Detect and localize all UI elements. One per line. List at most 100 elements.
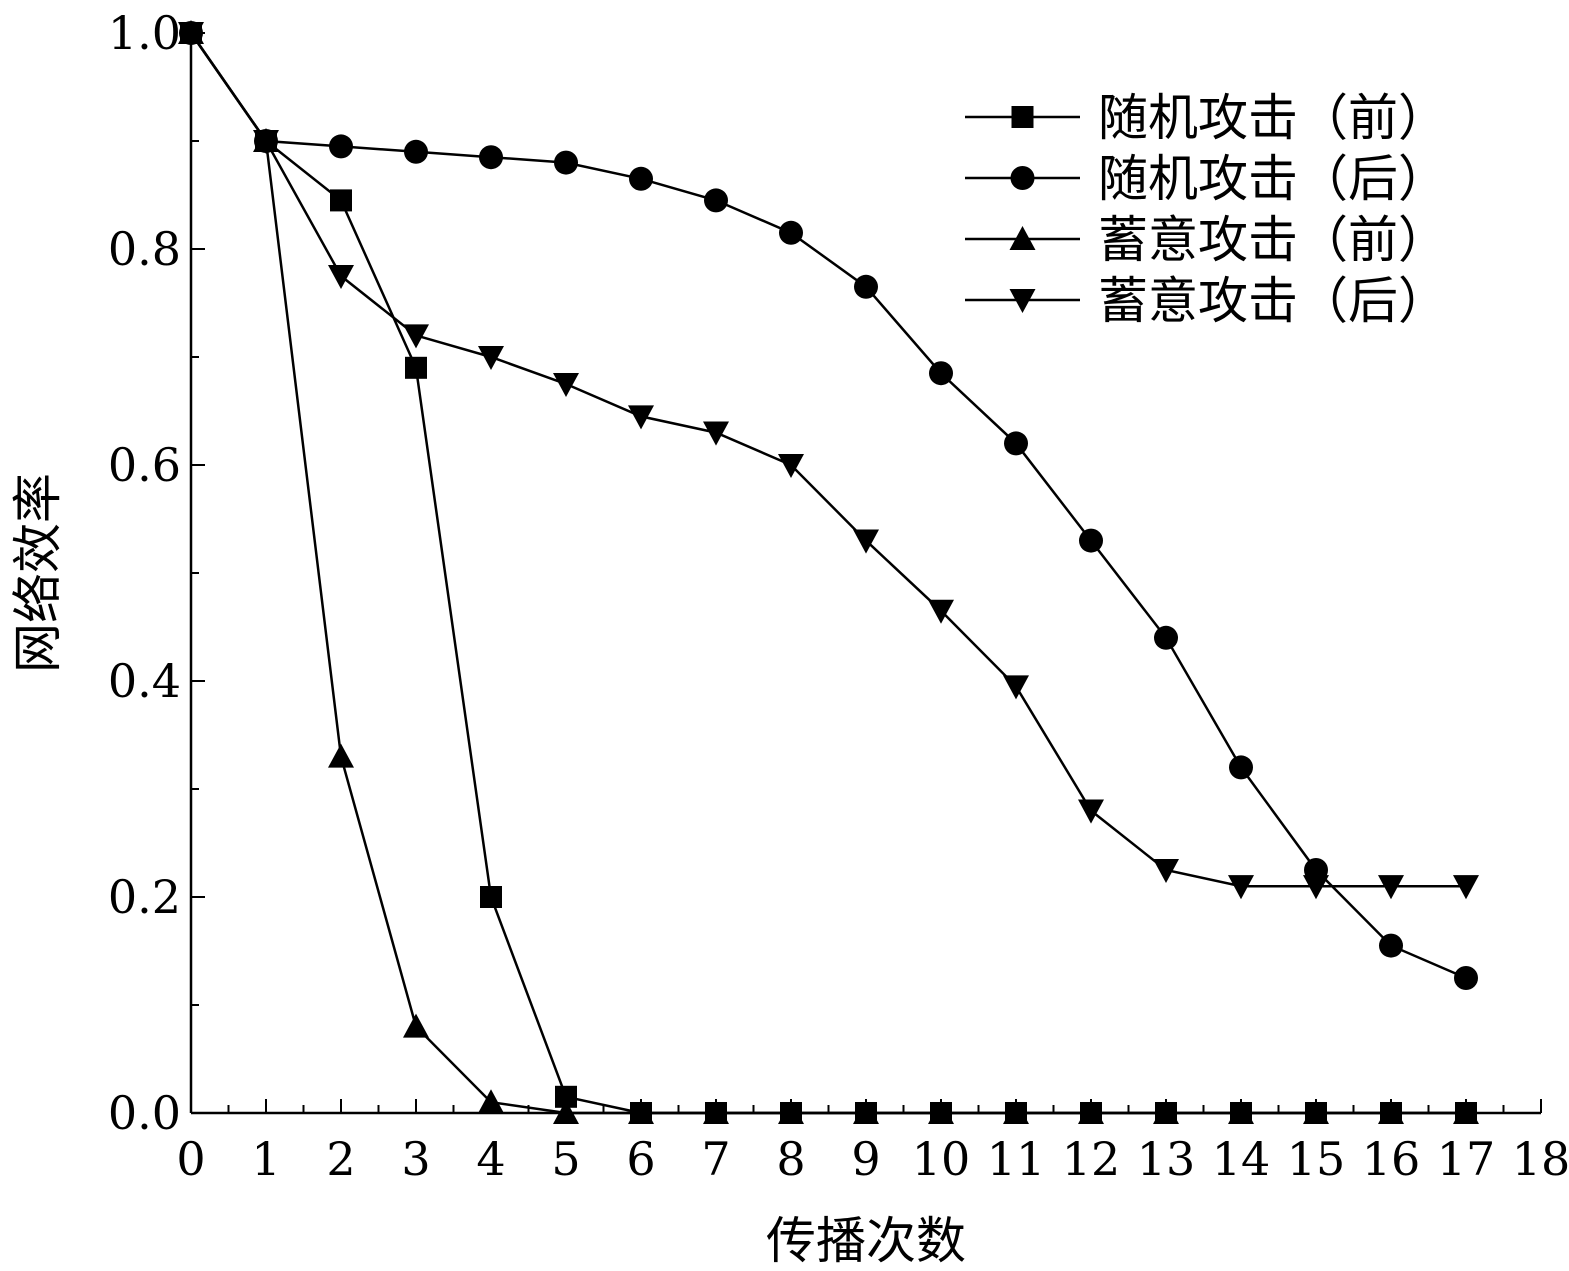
triangle-up-marker xyxy=(778,1100,804,1125)
x-axis-title: 传播次数 xyxy=(766,1212,966,1270)
triangle-down-marker xyxy=(1228,875,1254,900)
y-axis-title: 网络效率 xyxy=(9,473,67,673)
triangle-up-marker xyxy=(328,743,354,768)
y-tick-label: 0.2 xyxy=(108,870,181,924)
triangle-down-marker xyxy=(928,599,954,624)
triangle-down-marker xyxy=(628,405,654,430)
legend-item: 蓄意攻击（前） xyxy=(965,211,1448,269)
x-tick-label: 10 xyxy=(912,1132,971,1186)
circle-marker xyxy=(1454,966,1478,990)
triangle-up-marker xyxy=(1153,1100,1179,1125)
x-tick-label: 8 xyxy=(776,1132,805,1186)
triangle-down-marker xyxy=(1453,875,1479,900)
series-layer xyxy=(178,20,1479,1125)
series-line xyxy=(189,32,1467,980)
circle-marker xyxy=(1229,755,1253,780)
triangle-down-marker xyxy=(553,372,579,397)
circle-marker xyxy=(629,166,653,191)
square-marker xyxy=(405,356,427,379)
x-tick-label: 17 xyxy=(1437,1132,1496,1186)
triangle-down-marker xyxy=(253,129,279,154)
triangle-down-marker xyxy=(1009,288,1036,313)
circle-marker xyxy=(854,274,878,299)
square-marker xyxy=(330,189,352,212)
y-tick-label: 0.0 xyxy=(108,1086,181,1140)
circle-marker xyxy=(1079,528,1103,553)
triangle-up-marker xyxy=(1228,1100,1254,1125)
triangle-up-marker xyxy=(1303,1100,1329,1125)
plot-area: 0 1 2 3 4 5 6 7 8 9 10 11 12 13 14 15 16 17 180.00.20.40.6… xyxy=(108,6,1569,1186)
square-marker xyxy=(555,1085,577,1108)
x-tick-label: 12 xyxy=(1062,1132,1121,1186)
x-tick-label: 4 xyxy=(476,1132,505,1186)
triangle-up-marker xyxy=(853,1100,879,1125)
legend-label: 随机攻击（前） xyxy=(1098,89,1448,147)
series-triangle-down xyxy=(178,21,1479,900)
y-tick-label: 1.0 xyxy=(108,6,181,60)
triangle-down-marker xyxy=(403,324,429,349)
circle-marker xyxy=(404,139,428,164)
circle-marker xyxy=(1004,431,1028,456)
legend-label: 随机攻击（后） xyxy=(1098,150,1448,208)
series-line xyxy=(189,32,1466,1115)
triangle-down-marker xyxy=(1378,875,1404,900)
y-tick-label: 0.6 xyxy=(108,438,181,492)
triangle-down-marker xyxy=(178,21,204,46)
x-tick-label: 16 xyxy=(1362,1132,1421,1186)
triangle-up-marker xyxy=(1078,1100,1104,1125)
circle-marker xyxy=(329,134,353,159)
x-tick-label: 5 xyxy=(551,1132,580,1186)
triangle-down-marker xyxy=(1153,858,1179,883)
legend-item: 随机攻击（后） xyxy=(965,150,1448,208)
triangle-down-marker xyxy=(328,264,354,289)
y-tick-label: 0.4 xyxy=(108,654,181,708)
triangle-down-marker xyxy=(778,453,804,478)
x-tick-label: 18 xyxy=(1512,1132,1569,1186)
triangle-up-marker xyxy=(478,1089,504,1114)
triangle-down-marker xyxy=(853,529,879,554)
x-tick-label: 3 xyxy=(401,1132,430,1186)
x-tick-label: 6 xyxy=(626,1132,655,1186)
triangle-up-marker xyxy=(1009,226,1036,251)
triangle-down-marker xyxy=(1078,799,1104,824)
circle-marker xyxy=(1154,625,1178,650)
legend: 随机攻击（前）随机攻击（后）蓄意攻击（前）蓄意攻击（后） xyxy=(965,89,1448,330)
x-tick-label: 9 xyxy=(851,1132,880,1186)
square-marker xyxy=(480,886,502,908)
triangle-down-marker xyxy=(703,421,729,446)
square-marker xyxy=(1011,106,1034,128)
series-circle xyxy=(179,21,1478,990)
x-tick-label: 14 xyxy=(1212,1132,1271,1186)
axes: 0 1 2 3 4 5 6 7 8 9 10 11 12 13 14 15 16 17 180.00.20.40.6… xyxy=(108,6,1569,1186)
x-tick-label: 1 xyxy=(251,1132,280,1186)
triangle-up-marker xyxy=(1378,1100,1404,1125)
legend-label: 蓄意攻击（前） xyxy=(1098,211,1448,269)
legend-item: 随机攻击（前） xyxy=(965,89,1448,147)
y-tick-label: 0.8 xyxy=(108,222,181,276)
triangle-up-marker xyxy=(403,1013,429,1038)
triangle-up-marker xyxy=(553,1100,579,1125)
circle-marker xyxy=(779,220,803,245)
x-tick-label: 2 xyxy=(326,1132,355,1186)
x-tick-label: 15 xyxy=(1287,1132,1346,1186)
triangle-up-marker xyxy=(1003,1100,1029,1125)
x-tick-label: 0 xyxy=(176,1132,205,1186)
circle-marker xyxy=(1010,166,1035,190)
series-triangle-up xyxy=(178,20,1479,1125)
circle-marker xyxy=(929,361,953,386)
circle-marker xyxy=(704,188,728,213)
triangle-up-marker xyxy=(928,1100,954,1125)
x-tick-label: 7 xyxy=(701,1132,730,1186)
circle-marker xyxy=(1379,933,1403,958)
circle-marker xyxy=(479,145,503,170)
triangle-down-marker xyxy=(1003,675,1029,700)
triangle-down-marker xyxy=(1303,875,1329,900)
x-tick-label: 13 xyxy=(1137,1132,1196,1186)
triangle-up-marker xyxy=(703,1100,729,1125)
triangle-up-marker xyxy=(628,1100,654,1125)
legend-item: 蓄意攻击（后） xyxy=(965,272,1448,330)
x-tick-label: 11 xyxy=(987,1132,1046,1186)
legend-label: 蓄意攻击（后） xyxy=(1098,272,1448,330)
circle-marker xyxy=(554,150,578,175)
